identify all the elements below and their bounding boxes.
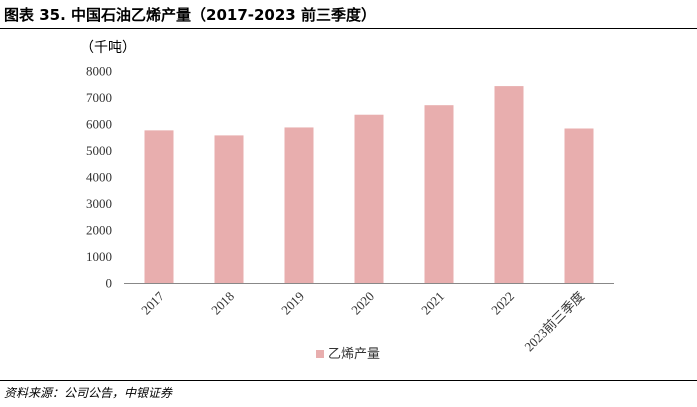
figure-title: 图表 35. 中国石油乙烯产量（2017-2023 前三季度） — [4, 6, 376, 24]
x-axis-ticks: 2017 2018 2019 2020 2021 2022 2023前三季度 — [138, 288, 587, 354]
top-rule — [0, 28, 697, 29]
bar — [354, 114, 384, 283]
bar — [284, 127, 314, 283]
legend: 乙烯产量 — [316, 347, 380, 362]
source-note: 资料来源：公司公告，中银证券 — [4, 386, 173, 400]
x-tick-label: 2018 — [208, 289, 237, 318]
x-tick-label: 2019 — [278, 289, 307, 318]
bar-chart: （千吨） 0 1000 2000 3000 4000 5000 6000 7000 8000 2… — [80, 40, 614, 362]
y-tick-label: 0 — [106, 276, 113, 291]
legend-label: 乙烯产量 — [328, 347, 380, 362]
y-tick-label: 6000 — [86, 117, 112, 132]
y-tick-label: 7000 — [86, 90, 112, 105]
bar — [144, 130, 174, 283]
bar — [494, 86, 524, 283]
y-tick-label: 3000 — [86, 196, 112, 211]
y-tick-label: 5000 — [86, 143, 112, 158]
x-tick-label: 2022 — [488, 289, 517, 318]
bar — [564, 128, 594, 283]
y-tick-label: 4000 — [86, 170, 112, 185]
x-tick-label: 2021 — [418, 289, 447, 318]
y-unit-label: （千吨） — [80, 40, 136, 56]
y-tick-label: 1000 — [86, 249, 112, 264]
x-tick-label: 2020 — [348, 289, 377, 318]
bar — [424, 105, 454, 283]
bottom-rule — [0, 380, 697, 381]
bar — [214, 135, 244, 283]
bars — [144, 86, 594, 283]
x-tick-label: 2017 — [138, 288, 167, 317]
y-tick-label: 2000 — [86, 223, 112, 238]
legend-swatch — [316, 350, 324, 358]
x-tick-label: 2023前三季度 — [521, 289, 587, 355]
y-tick-label: 8000 — [86, 64, 112, 79]
y-axis-ticks: 0 1000 2000 3000 4000 5000 6000 7000 8000 — [86, 64, 112, 291]
